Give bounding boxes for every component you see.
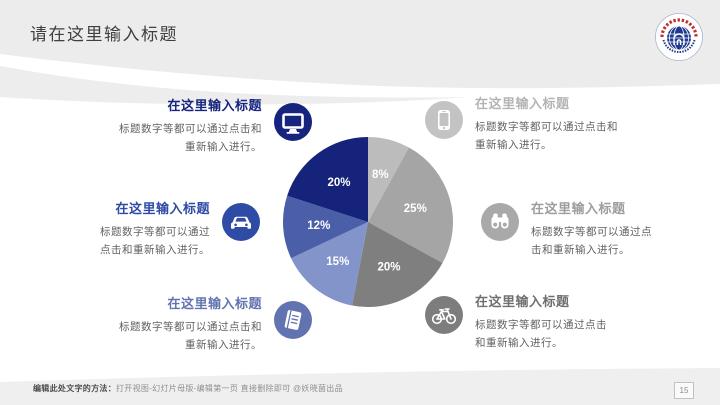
feature-body: 标题数字等都可以通过点击和重新输入进行。: [475, 121, 618, 152]
logo-globe-grid: [667, 25, 691, 51]
feature-title: 在这里输入标题: [531, 201, 626, 216]
feature-item-smartphone: 在这里输入标题 标题数字等都可以通过点击和重新输入进行。: [425, 93, 621, 155]
feature-title: 在这里输入标题: [475, 96, 570, 111]
footer-band-shape: [0, 368, 720, 405]
footer-note-bold: 编辑此处文字的方法：: [33, 384, 116, 393]
feature-body: 标题数字等都可以通过点击和重新输入进行。: [119, 321, 262, 352]
feature-title: 在这里输入标题: [167, 296, 262, 311]
pie-slice-label: 15%: [326, 256, 349, 268]
header-swoosh: [0, 0, 720, 105]
logo-top-text-arc: [660, 18, 698, 38]
footer-note-rest: 打开视图-幻灯片母版-编辑第一页 直接删除即可 @妖晓菌出品: [116, 384, 343, 393]
pie-slice: [368, 137, 409, 222]
logo-arch-mark: [673, 33, 685, 45]
feature-item-book: 在这里输入标题 标题数字等都可以通过点击和重新输入进行。: [116, 293, 312, 355]
feature-body: 标题数字等都可以通过点击和重新输入进行。: [531, 226, 652, 257]
bicycle-icon: [425, 296, 463, 334]
car-icon: [222, 203, 260, 241]
monitor-icon: [274, 103, 312, 141]
feature-body: 标题数字等都可以通过点击和重新输入进行。: [100, 226, 210, 257]
book-icon: [274, 301, 312, 339]
pie-slice-label: 20%: [377, 262, 400, 274]
feature-item-monitor: 在这里输入标题 标题数字等都可以通过点击和重新输入进行。: [116, 95, 312, 157]
pie-slice-label: 20%: [327, 177, 350, 189]
pie-slice: [287, 137, 368, 222]
feature-title: 在这里输入标题: [115, 201, 210, 216]
page-title: 请在这里输入标题: [30, 25, 178, 44]
feature-title: 在这里输入标题: [167, 98, 262, 113]
footer-note: 编辑此处文字的方法：打开视图-幻灯片母版-编辑第一页 直接删除即可 @妖晓菌出品: [33, 383, 343, 394]
pie-slice: [291, 222, 368, 306]
pie-chart: 8% 25% 20% 15% 12% 20%: [283, 137, 453, 307]
page-number: 15: [674, 382, 694, 399]
pie-slice-label: 12%: [307, 220, 330, 232]
pie-slice-label: 8%: [372, 169, 389, 181]
pie-slice-label: 25%: [404, 203, 427, 215]
university-logo: [655, 13, 703, 61]
smartphone-icon: [425, 101, 463, 139]
feature-item-bicycle: 在这里输入标题 标题数字等都可以通过点击和重新输入进行。: [425, 291, 611, 353]
pie-slice: [352, 222, 443, 307]
feature-body: 标题数字等都可以通过点击和重新输入进行。: [475, 319, 607, 350]
feature-body: 标题数字等都可以通过点击和重新输入进行。: [119, 123, 262, 154]
binoculars-icon: [481, 203, 519, 241]
pie-slice: [283, 195, 368, 259]
pie-slice: [368, 147, 453, 263]
header-wedge-shape: [0, 66, 470, 105]
feature-item-car: 在这里输入标题 标题数字等都可以通过点击和重新输入进行。: [98, 198, 260, 260]
feature-item-binoculars: 在这里输入标题 标题数字等都可以通过点击和重新输入进行。: [481, 198, 655, 260]
header-band-shape: [0, 0, 720, 89]
footer-band: [0, 368, 720, 405]
feature-title: 在这里输入标题: [475, 294, 570, 309]
